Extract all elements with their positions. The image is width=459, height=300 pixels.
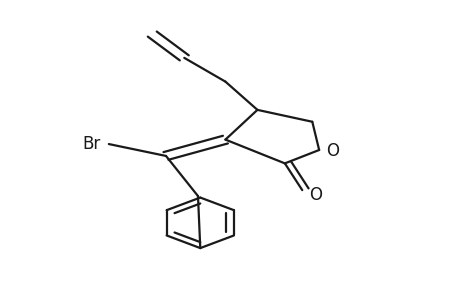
Text: O: O — [308, 186, 321, 204]
Text: O: O — [325, 142, 338, 160]
Text: Br: Br — [83, 135, 101, 153]
